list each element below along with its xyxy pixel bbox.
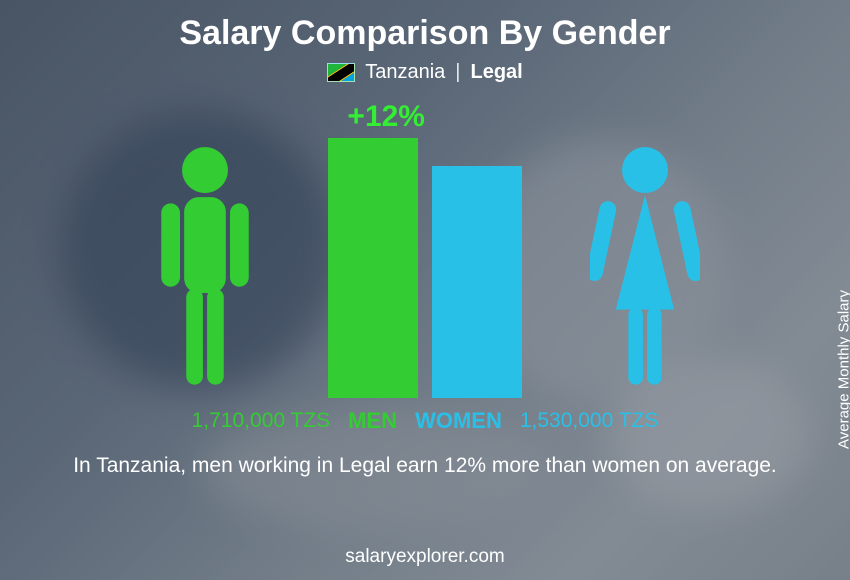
women-value: 1,530,000 TZS [520,409,659,433]
tanzania-flag-icon [327,63,355,82]
men-label: MEN [348,408,397,434]
women-label: WOMEN [415,408,502,434]
men-figure-icon [145,143,265,398]
y-axis-label: Average Monthly Salary [836,290,850,449]
bar-men [328,138,418,398]
difference-label: +12% [347,100,425,134]
country-label: Tanzania [365,61,445,84]
men-value: 1,710,000 TZS [192,409,331,433]
bar-group [328,138,522,398]
footer-source: salaryexplorer.com [0,546,850,568]
women-figure-icon [585,143,705,398]
chart-area: +12% [65,104,785,434]
separator: | [455,61,460,84]
subtitle-row: Tanzania | Legal [0,61,850,84]
infographic-root: Salary Comparison By Gender Tanzania | L… [0,0,850,580]
labels-row: 1,710,000 TZS MEN WOMEN 1,530,000 TZS [65,408,785,434]
summary-text: In Tanzania, men working in Legal earn 1… [45,452,805,480]
category-label: Legal [471,61,523,84]
page-title: Salary Comparison By Gender [0,0,850,53]
bar-women [432,166,522,398]
